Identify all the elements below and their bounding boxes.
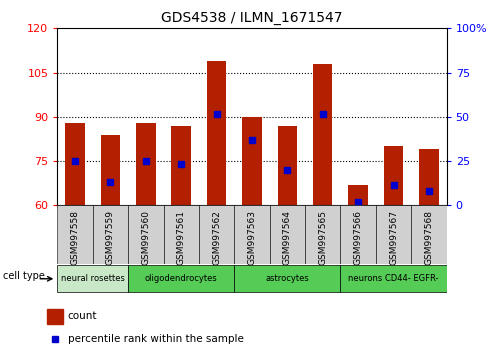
Bar [57, 265, 128, 292]
Bar [269, 205, 305, 264]
Bar [340, 265, 447, 292]
Text: GSM997568: GSM997568 [425, 210, 434, 265]
Text: percentile rank within the sample: percentile rank within the sample [68, 334, 244, 344]
Title: GDS4538 / ILMN_1671547: GDS4538 / ILMN_1671547 [161, 11, 343, 24]
Bar [419, 149, 439, 205]
Text: count: count [68, 311, 97, 321]
Bar [376, 205, 411, 264]
Text: GSM997559: GSM997559 [106, 210, 115, 265]
Text: GSM997564: GSM997564 [283, 210, 292, 265]
Bar [411, 205, 447, 264]
Bar [207, 61, 227, 205]
Bar [101, 135, 120, 205]
Text: cell type: cell type [3, 271, 45, 281]
Bar [199, 205, 235, 264]
Text: oligodendrocytes: oligodendrocytes [145, 274, 218, 283]
Bar [172, 126, 191, 205]
Bar [305, 205, 340, 264]
Bar [65, 123, 85, 205]
Text: neural rosettes: neural rosettes [61, 274, 125, 283]
Text: GSM997566: GSM997566 [354, 210, 363, 265]
Text: GSM997565: GSM997565 [318, 210, 327, 265]
Bar [57, 205, 93, 264]
Bar [384, 146, 403, 205]
Text: astrocytes: astrocytes [265, 274, 309, 283]
Text: GSM997563: GSM997563 [248, 210, 256, 265]
Bar [235, 205, 269, 264]
Text: GSM997562: GSM997562 [212, 210, 221, 265]
Bar [128, 205, 164, 264]
Bar [340, 205, 376, 264]
Bar [93, 205, 128, 264]
Text: GSM997558: GSM997558 [70, 210, 79, 265]
Bar [348, 185, 368, 205]
Bar [164, 205, 199, 264]
Text: GSM997561: GSM997561 [177, 210, 186, 265]
Text: GSM997560: GSM997560 [141, 210, 150, 265]
Bar [47, 309, 63, 324]
Bar [128, 265, 235, 292]
Bar [277, 126, 297, 205]
Bar [235, 265, 340, 292]
Bar [243, 117, 261, 205]
Bar [136, 123, 156, 205]
Bar [313, 64, 332, 205]
Text: neurons CD44- EGFR-: neurons CD44- EGFR- [348, 274, 439, 283]
Text: GSM997567: GSM997567 [389, 210, 398, 265]
